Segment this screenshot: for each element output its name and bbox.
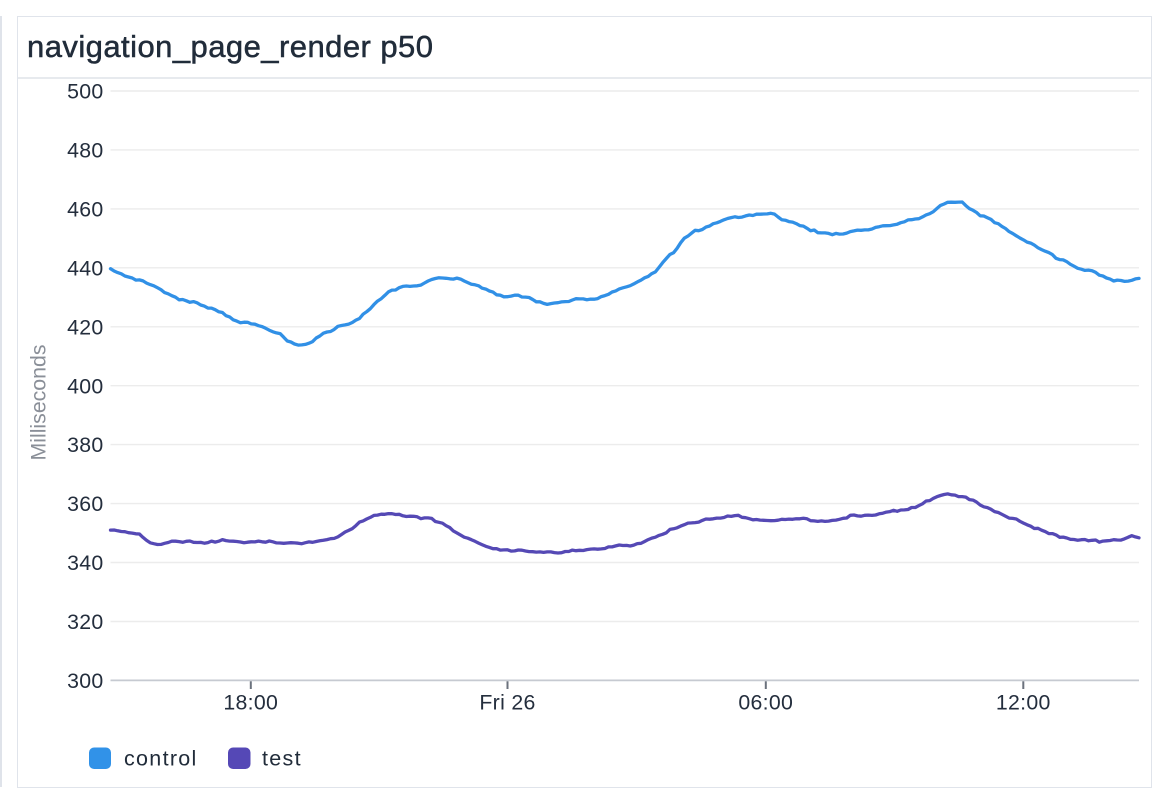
svg-text:320: 320 [67, 610, 103, 634]
svg-text:control: control [124, 747, 198, 771]
svg-text:300: 300 [67, 669, 103, 693]
svg-text:18:00: 18:00 [223, 691, 278, 715]
svg-text:06:00: 06:00 [738, 691, 793, 715]
svg-text:420: 420 [67, 315, 103, 339]
svg-text:460: 460 [67, 198, 103, 222]
svg-text:500: 500 [67, 80, 103, 104]
svg-text:Milliseconds: Milliseconds [27, 345, 51, 461]
svg-text:test: test [262, 747, 302, 771]
svg-text:480: 480 [67, 139, 103, 163]
svg-text:360: 360 [67, 492, 103, 516]
svg-text:340: 340 [67, 551, 103, 575]
svg-text:12:00: 12:00 [996, 691, 1051, 715]
svg-text:440: 440 [67, 256, 103, 280]
svg-text:Fri 26: Fri 26 [479, 691, 535, 715]
svg-text:400: 400 [67, 374, 103, 398]
svg-text:380: 380 [67, 433, 103, 457]
